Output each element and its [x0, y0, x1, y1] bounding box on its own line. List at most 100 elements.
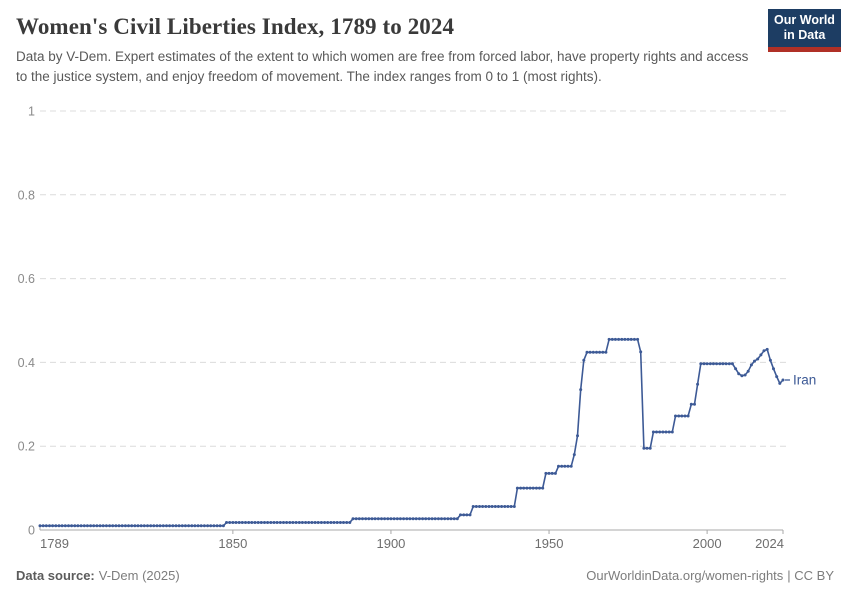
data-point-1957: [569, 464, 573, 468]
data-point-1987: [664, 430, 668, 434]
data-point-1930: [484, 505, 488, 508]
data-point-2014: [749, 363, 753, 367]
data-point-1911: [424, 517, 428, 521]
data-point-1964: [591, 350, 595, 354]
data-point-1832: [174, 524, 178, 528]
data-point-1959: [576, 434, 579, 438]
owid-logo-line1: Our World: [774, 13, 835, 27]
data-point-1907: [411, 517, 415, 521]
data-point-1801: [76, 524, 80, 528]
data-point-1851: [234, 521, 238, 524]
data-point-2010: [737, 372, 741, 376]
data-point-1968: [604, 350, 608, 354]
data-point-1906: [408, 517, 412, 521]
data-point-1808: [98, 524, 102, 528]
data-point-2013: [746, 369, 750, 373]
data-point-1969: [607, 337, 611, 341]
data-point-1856: [250, 521, 254, 524]
y-axis-tick-label-0.6: 0.6: [18, 272, 35, 286]
data-point-1919: [449, 517, 453, 521]
data-point-1940: [515, 486, 519, 490]
data-point-1861: [266, 521, 270, 524]
data-point-1859: [259, 521, 263, 524]
data-point-1858: [256, 521, 260, 524]
data-point-1867: [285, 521, 289, 524]
data-point-1791: [44, 524, 48, 528]
data-point-1827: [158, 524, 162, 528]
data-point-1952: [553, 471, 557, 475]
entity-label-iran[interactable]: Iran: [793, 372, 816, 387]
chart-area[interactable]: 0 0.2 0.4 0.6 0.8 1 1789 1850 1900 1950 2000 2024 Ir…: [0, 92, 850, 570]
data-point-1835: [183, 524, 187, 528]
data-point-1837: [190, 524, 194, 528]
data-point-1975: [626, 337, 630, 341]
data-point-1882: [332, 521, 336, 524]
line-chart[interactable]: 0 0.2 0.4 0.6 0.8 1 1789 1850 1900 1950 2000 2024 Ir…: [0, 92, 850, 570]
data-point-1847: [221, 524, 225, 528]
data-point-1834: [180, 524, 184, 528]
data-point-1887: [348, 521, 352, 524]
data-point-1818: [130, 524, 134, 528]
data-point-1804: [85, 524, 89, 528]
data-point-1789: [38, 524, 42, 528]
data-point-1841: [202, 524, 206, 528]
data-point-2017: [759, 353, 763, 357]
data-point-1962: [585, 350, 589, 354]
data-point-1795: [57, 524, 61, 528]
x-axis-tick-label-1850: 1850: [218, 536, 247, 551]
data-point-1796: [60, 524, 64, 528]
owid-url-link[interactable]: OurWorldinData.org/women-rights: [586, 568, 784, 583]
data-point-1956: [566, 464, 570, 468]
data-point-1880: [326, 521, 330, 524]
data-point-1892: [364, 517, 368, 521]
data-point-2004: [718, 362, 722, 366]
data-point-1905: [405, 517, 409, 521]
data-point-1891: [361, 517, 364, 521]
data-point-1822: [142, 524, 146, 528]
data-point-1992: [680, 414, 684, 418]
data-point-1839: [196, 524, 200, 528]
data-point-1939: [512, 505, 516, 508]
data-point-1948: [541, 486, 545, 490]
data-point-1999: [702, 362, 706, 366]
data-point-2016: [756, 357, 760, 361]
data-point-1865: [278, 521, 282, 524]
data-point-1953: [557, 464, 560, 468]
data-point-1977: [632, 337, 636, 341]
data-point-2001: [708, 362, 712, 366]
x-axis-tick-label-1789: 1789: [40, 536, 69, 551]
data-point-1864: [275, 521, 279, 524]
data-point-1815: [120, 524, 124, 528]
data-point-1823: [146, 524, 149, 528]
data-point-1871: [297, 521, 301, 524]
data-point-1792: [48, 524, 51, 528]
data-point-1966: [598, 350, 602, 354]
data-point-1949: [544, 471, 548, 475]
data-point-1879: [323, 521, 327, 524]
data-point-1989: [670, 430, 674, 434]
owid-logo[interactable]: Our World in Data: [768, 9, 841, 52]
data-source: Data source: V-Dem (2025): [16, 568, 180, 583]
data-point-1888: [351, 517, 355, 521]
data-point-1988: [667, 430, 671, 434]
data-point-1799: [70, 524, 74, 528]
data-point-1942: [522, 486, 526, 490]
data-point-1927: [474, 505, 478, 508]
data-point-1798: [67, 524, 70, 528]
data-point-1918: [446, 517, 450, 521]
data-point-1967: [601, 350, 605, 354]
data-point-1995: [689, 402, 693, 406]
data-point-1928: [478, 505, 481, 508]
data-point-1812: [111, 524, 115, 528]
data-point-1920: [452, 517, 456, 521]
data-point-1820: [136, 524, 140, 528]
data-point-1946: [534, 486, 538, 490]
data-point-1938: [509, 505, 513, 508]
data-point-2023: [778, 381, 782, 385]
data-point-1886: [345, 521, 349, 524]
data-source-value: V-Dem (2025): [98, 568, 180, 583]
data-point-1903: [398, 517, 402, 521]
data-point-2024: [781, 378, 785, 382]
data-point-1814: [117, 524, 121, 528]
data-point-1947: [538, 486, 541, 490]
